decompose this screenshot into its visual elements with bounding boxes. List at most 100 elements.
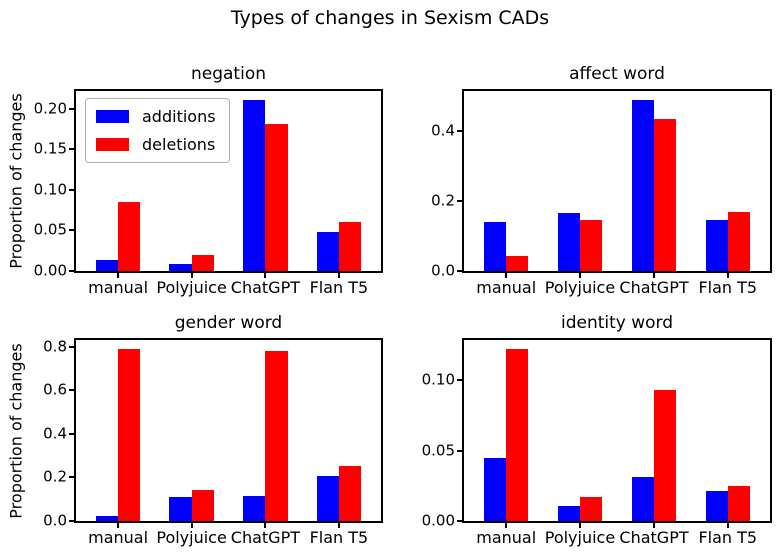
bar-additions-manual bbox=[484, 457, 507, 521]
x-tick bbox=[190, 273, 193, 278]
y-tick bbox=[69, 229, 74, 232]
bar-additions-polyjuice bbox=[169, 496, 192, 521]
y-tick bbox=[69, 432, 74, 435]
subplot-title: negation bbox=[190, 64, 266, 84]
bar-deletions-chatgpt bbox=[265, 124, 288, 271]
subplot-title: identity word bbox=[560, 313, 674, 333]
y-tick-label: 0.2 bbox=[43, 467, 67, 486]
y-tick bbox=[457, 520, 462, 522]
subplot-negation: negation Proportion of changes additions… bbox=[7, 64, 383, 296]
x-tick-label: manual bbox=[88, 528, 149, 547]
y-tick bbox=[457, 449, 462, 452]
bar-additions-flan-t5 bbox=[316, 232, 339, 271]
x-tick-label: manual bbox=[476, 278, 537, 297]
x-tick-label: Flan T5 bbox=[698, 278, 758, 297]
x-tick bbox=[117, 523, 120, 528]
legend: additions deletions bbox=[85, 98, 230, 163]
bar-deletions-manual bbox=[118, 202, 141, 271]
y-tick bbox=[69, 107, 74, 110]
x-tick bbox=[578, 273, 581, 278]
x-tick bbox=[264, 523, 267, 528]
bar-deletions-flan-t5 bbox=[727, 485, 750, 521]
x-tick-label: Flan T5 bbox=[309, 528, 369, 547]
subplot-identity-word: identity word 0.00 0.05 0.10 manual Polyjuic… bbox=[422, 313, 772, 546]
bar-deletions-flan-t5 bbox=[338, 466, 362, 521]
x-tick-label: Flan T5 bbox=[309, 278, 369, 297]
bar-additions-chatgpt bbox=[243, 495, 266, 521]
plot-area: additions deletions 0.00 0.05 0.10 0.15 0.20… bbox=[34, 89, 383, 296]
y-tick bbox=[69, 345, 74, 348]
x-tick bbox=[653, 273, 656, 278]
y-tick-label: 0.0 bbox=[43, 511, 67, 530]
figure-title: Types of changes in Sexism CADs bbox=[230, 7, 550, 29]
x-tick bbox=[337, 273, 340, 278]
x-tick-label: Polyjuice bbox=[156, 528, 227, 547]
bar-additions-flan-t5 bbox=[705, 491, 728, 521]
y-tick-label: 0.15 bbox=[33, 139, 67, 158]
y-tick-label: 0.10 bbox=[33, 180, 67, 199]
bar-additions-manual bbox=[95, 516, 119, 521]
y-tick bbox=[457, 270, 462, 272]
x-tick bbox=[190, 523, 193, 528]
y-tick-label: 0.8 bbox=[43, 337, 67, 356]
x-tick-label: manual bbox=[88, 278, 149, 297]
bar-additions-manual bbox=[95, 259, 119, 271]
y-tick bbox=[457, 200, 462, 203]
y-tick-label: 0.6 bbox=[43, 380, 67, 399]
y-tick bbox=[69, 476, 74, 479]
bar-deletions-manual bbox=[506, 256, 529, 271]
legend-item-additions: additions bbox=[96, 107, 216, 126]
y-axis-label: Proportion of changes bbox=[6, 93, 26, 269]
bar-additions-flan-t5 bbox=[705, 220, 728, 271]
bar-additions-chatgpt bbox=[243, 99, 266, 271]
x-tick-label: Polyjuice bbox=[544, 278, 616, 297]
x-tick-label: Polyjuice bbox=[156, 278, 227, 297]
bar-deletions-flan-t5 bbox=[727, 211, 750, 271]
subplot-affect-word: affect word 0.0 0.2 0.4 manual Polyjuice Chat… bbox=[431, 64, 772, 296]
y-tick-label: 0.2 bbox=[431, 191, 455, 210]
x-tick-label: ChatGPT bbox=[230, 278, 300, 297]
legend-label: additions bbox=[142, 107, 216, 126]
x-tick bbox=[117, 273, 120, 278]
x-tick-label: manual bbox=[476, 528, 537, 547]
y-tick-label: 0.4 bbox=[43, 424, 67, 443]
x-tick bbox=[337, 523, 340, 528]
y-tick-label: 0.10 bbox=[421, 370, 455, 389]
bar-additions-polyjuice bbox=[557, 213, 580, 271]
y-tick bbox=[69, 389, 74, 392]
x-tick-label: Flan T5 bbox=[698, 528, 758, 547]
y-tick-label: 0.20 bbox=[33, 99, 67, 118]
bar-additions-polyjuice bbox=[557, 505, 580, 521]
bar-additions-polyjuice bbox=[169, 263, 192, 271]
y-tick-label: 0.05 bbox=[33, 220, 67, 239]
subplot-gender-word: gender word Proportion of changes 0.0 0.2… bbox=[7, 313, 383, 546]
y-tick bbox=[69, 270, 74, 272]
x-tick-label: Polyjuice bbox=[544, 528, 616, 547]
bar-additions-manual bbox=[484, 222, 507, 271]
legend-label: deletions bbox=[142, 135, 216, 154]
x-tick-label: ChatGPT bbox=[230, 528, 300, 547]
x-tick bbox=[653, 523, 656, 528]
x-tick bbox=[505, 523, 508, 528]
x-tick bbox=[726, 523, 729, 528]
y-tick-label: 0.4 bbox=[431, 121, 455, 140]
x-tick bbox=[726, 273, 729, 278]
y-tick-label: 0.00 bbox=[421, 511, 455, 530]
y-tick bbox=[69, 520, 74, 522]
bar-deletions-chatgpt bbox=[654, 390, 677, 521]
y-tick bbox=[69, 148, 74, 151]
plot-area: 0.0 0.2 0.4 0.6 0.8 manual Polyjuice ChatGPT Fla… bbox=[43, 338, 383, 546]
bar-deletions-chatgpt bbox=[265, 351, 288, 521]
y-tick-label: 0.05 bbox=[421, 441, 455, 460]
x-tick bbox=[264, 273, 267, 278]
bar-additions-chatgpt bbox=[631, 99, 654, 271]
legend-swatch-additions bbox=[96, 110, 129, 123]
bar-deletions-polyjuice bbox=[191, 254, 214, 271]
bar-deletions-polyjuice bbox=[579, 220, 603, 271]
y-axis-label: Proportion of changes bbox=[6, 342, 26, 519]
x-tick bbox=[578, 523, 581, 528]
x-tick-label: ChatGPT bbox=[619, 528, 689, 547]
bar-deletions-manual bbox=[118, 348, 141, 521]
legend-swatch-deletions bbox=[96, 138, 129, 151]
